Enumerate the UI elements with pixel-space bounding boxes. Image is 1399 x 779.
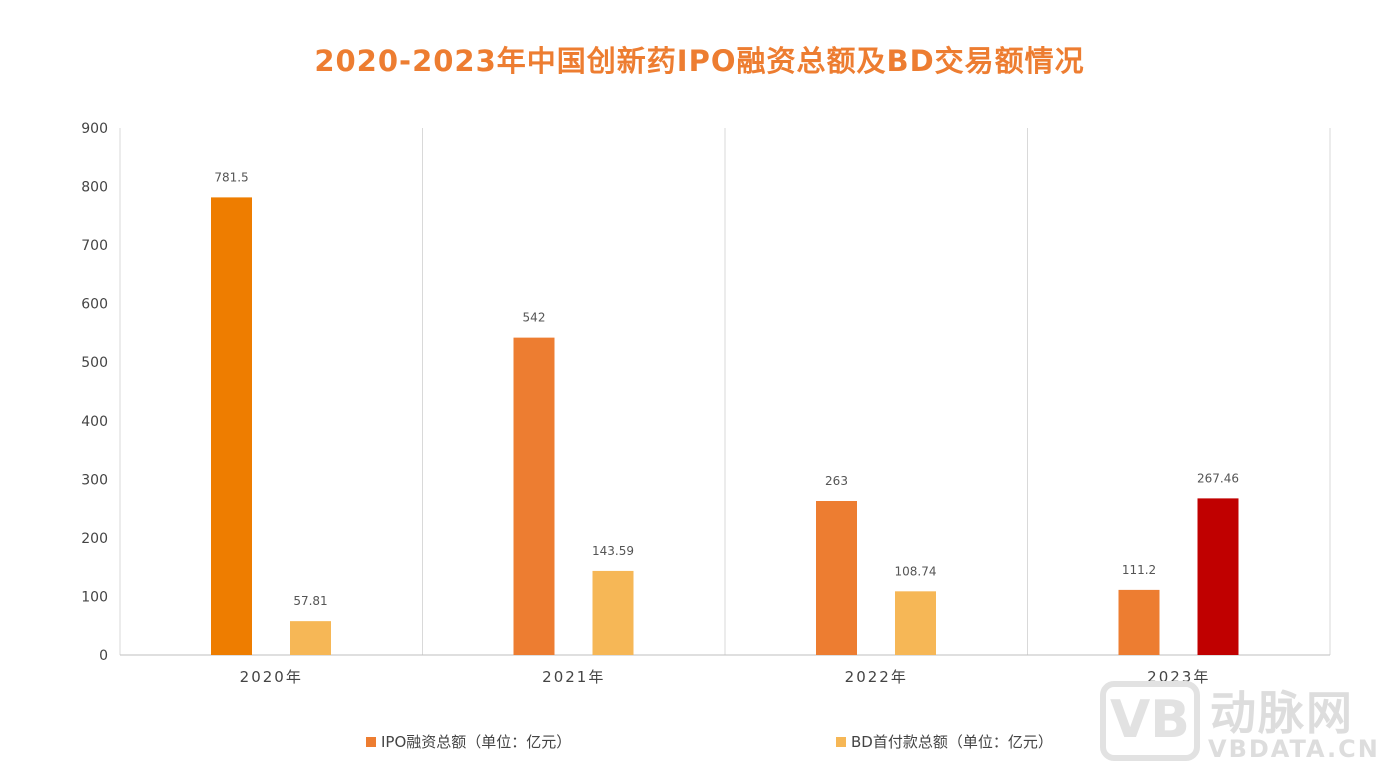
y-tick-label: 100 <box>81 589 108 605</box>
chart-title: 2020-2023年中国创新药IPO融资总额及BD交易额情况 <box>314 44 1085 78</box>
legend-swatch <box>366 736 376 747</box>
x-tick-label: 2020年 <box>240 668 303 686</box>
y-tick-label: 500 <box>81 355 108 371</box>
legend-label: BD首付款总额（单位：亿元） <box>851 733 1053 751</box>
data-label: 111.2 <box>1122 563 1156 577</box>
bar-bd <box>592 570 634 655</box>
legend-swatch <box>836 736 846 747</box>
x-tick-label: 2022年 <box>845 668 908 686</box>
y-tick-label: 300 <box>81 472 108 488</box>
bar-bd <box>1197 498 1239 655</box>
bar-bd <box>895 591 936 655</box>
y-tick-label: 400 <box>81 414 108 430</box>
data-label: 143.59 <box>592 544 634 558</box>
data-label: 57.81 <box>293 594 327 608</box>
data-label: 108.74 <box>895 564 937 578</box>
watermark-name: 动脉网 <box>1210 686 1354 740</box>
bar-ipo <box>816 500 857 655</box>
y-tick-label: 0 <box>99 648 108 664</box>
bar-ipo <box>513 337 555 655</box>
legend-item-bd: BD首付款总额（单位：亿元） <box>836 731 1053 752</box>
data-label: 542 <box>523 311 546 325</box>
bar-ipo <box>1118 589 1160 655</box>
data-label: 263 <box>825 474 848 488</box>
watermark-domain: VBDATA.CN <box>1208 735 1380 763</box>
y-tick-label: 600 <box>81 297 108 313</box>
watermark-logo: VB <box>1100 681 1200 761</box>
legend-item-ipo: IPO融资总额（单位：亿元） <box>366 731 571 752</box>
y-tick-label: 700 <box>81 238 108 254</box>
y-tick-label: 900 <box>81 121 108 137</box>
data-label: 267.46 <box>1197 471 1239 485</box>
y-tick-label: 800 <box>81 180 108 196</box>
data-label: 781.5 <box>214 170 248 184</box>
x-tick-label: 2021年 <box>542 668 605 686</box>
bar-ipo <box>211 197 252 655</box>
y-tick-label: 200 <box>81 531 108 547</box>
bar-bd <box>290 621 331 655</box>
legend-label: IPO融资总额（单位：亿元） <box>381 733 572 751</box>
